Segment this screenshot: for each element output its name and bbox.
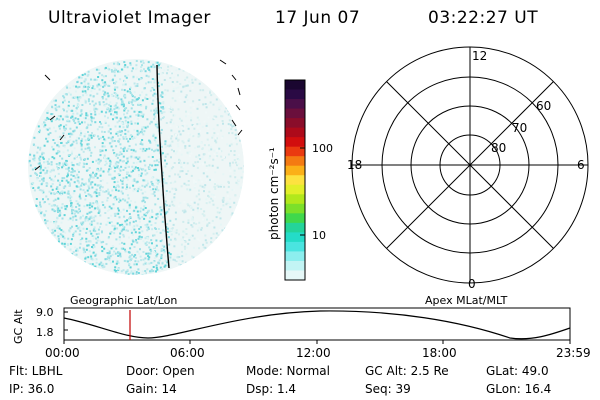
instrument-title: Ultraviolet Imager [48, 8, 211, 28]
info-glat: GLat: 49.0 [486, 364, 549, 378]
colorbar-band [285, 241, 305, 253]
colorbar-band [285, 175, 305, 186]
colorbar-band [285, 146, 305, 157]
colorbar-band [285, 184, 305, 195]
geographic-label: Geographic Lat/Lon [70, 294, 177, 307]
colorbar-band [285, 118, 305, 129]
xtick-0600: 06:00 [170, 346, 205, 360]
date-label: 17 Jun 07 [275, 8, 361, 28]
colorbar-unit-label: photon cm⁻²s⁻¹ [267, 147, 281, 240]
info-seq: Seq: 39 [365, 382, 411, 396]
colorbar-band [285, 137, 305, 148]
colorbar-band [285, 251, 305, 262]
ytick-1.8: 1.8 [36, 326, 54, 339]
colorbar-tick-100: 100 [312, 142, 333, 155]
colorbar-band [285, 213, 305, 224]
info-dsp: Dsp: 1.4 [246, 382, 297, 396]
colorbar-band [285, 270, 305, 281]
colorbar-band [285, 194, 305, 205]
colorbar-band [285, 127, 305, 138]
xtick-0000: 00:00 [45, 346, 80, 360]
gc-alt-ylabel: GC Alt [12, 309, 25, 344]
colorbar-band [285, 80, 305, 91]
xtick-1200: 12:00 [296, 346, 331, 360]
lat-label-80: 80 [491, 141, 506, 155]
colorbar-band [285, 89, 305, 100]
mlt-label-18: 18 [347, 158, 362, 172]
colorbar-band [285, 232, 305, 243]
info-mode: Mode: Normal [246, 364, 330, 378]
info-flt: Flt: LBHL [9, 364, 63, 378]
terminator-line [156, 64, 170, 269]
colorbar-band [285, 99, 305, 110]
info-gc-alt: GC Alt: 2.5 Re [365, 364, 449, 378]
colorbar-band [285, 156, 305, 167]
time-label: 03:22:27 UT [428, 8, 539, 28]
lat-label-60: 60 [536, 99, 551, 113]
info-gain: Gain: 14 [126, 382, 177, 396]
ytick-9: 9.0 [36, 306, 54, 319]
xtick-1800: 18:00 [422, 346, 457, 360]
mlt-label-12: 12 [472, 49, 487, 63]
colorbar-band [285, 203, 305, 214]
colorbar-band [285, 165, 305, 176]
info-glon: GLon: 16.4 [486, 382, 552, 396]
info-door: Door: Open [126, 364, 195, 378]
xtick-2359: 23:59 [556, 346, 591, 360]
colorbar-band [285, 108, 305, 119]
mlt-label-0: 0 [468, 277, 476, 291]
altitude-curve [63, 310, 571, 340]
info-ip: IP: 36.0 [9, 382, 55, 396]
apex-label: Apex MLat/MLT [425, 294, 508, 307]
edge-marks [34, 59, 243, 171]
lat-label-70: 70 [512, 121, 527, 135]
mlt-label-6: 6 [577, 158, 585, 172]
colorbar-band [285, 222, 305, 233]
colorbar-band [285, 260, 305, 272]
uv-image-disk [28, 59, 244, 275]
colorbar-tick-10: 10 [312, 229, 326, 242]
